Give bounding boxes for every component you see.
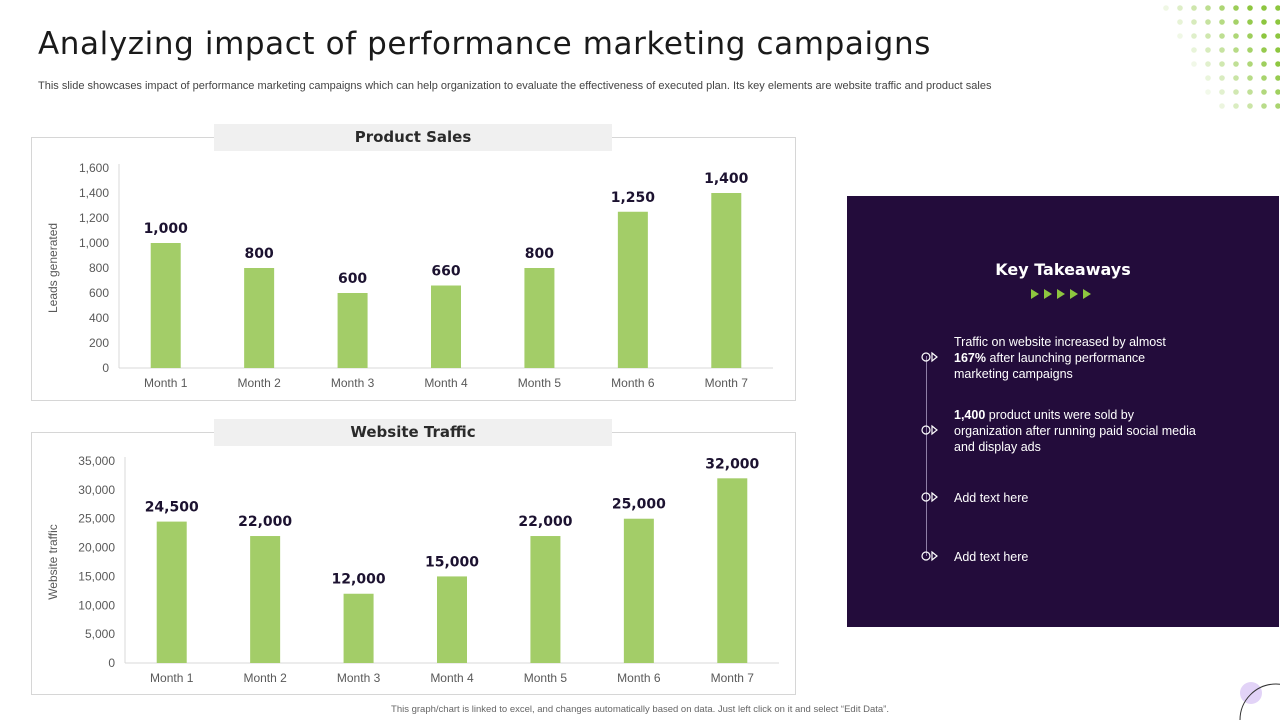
x-tick-label: Month 6 — [611, 376, 655, 390]
y-tick-label: 0 — [102, 361, 109, 375]
x-tick-label: Month 4 — [424, 376, 468, 390]
x-tick-label: Month 4 — [430, 671, 474, 685]
x-tick-label: Month 3 — [337, 671, 381, 685]
chart-title: Website Traffic — [214, 419, 612, 446]
page-subtitle: This slide showcases impact of performan… — [38, 80, 992, 92]
y-tick-label: 15,000 — [78, 569, 115, 583]
bar — [244, 268, 275, 368]
decorative-corner-circles — [1239, 682, 1280, 720]
y-tick-label: 10,000 — [78, 598, 115, 612]
bar — [150, 243, 181, 368]
timeline-marker-icon — [921, 491, 938, 503]
product-sales-plot: 0 200 400 600 800 1,000 1,200 1,400 1,600 Leads g… — [46, 161, 773, 390]
website-traffic-chart[interactable]: Website Traffic 0 5,000 10,000 15,000 20,000… — [31, 419, 796, 695]
chart-title: Product Sales — [214, 124, 612, 151]
x-tick-label: Month 1 — [150, 671, 194, 685]
takeaway-item-2: 1,400 product units were sold by organiz… — [954, 408, 1196, 454]
takeaway-item-3: Add text here — [954, 491, 1029, 505]
y-tick-label: 0 — [108, 656, 115, 670]
data-label: 660 — [431, 264, 460, 280]
y-tick-label: 200 — [89, 336, 109, 350]
data-label: 800 — [525, 246, 554, 262]
y-axis-label: Leads generated — [46, 223, 60, 313]
y-axis-label: Website traffic — [46, 524, 60, 600]
x-tick-label: Month 6 — [617, 671, 661, 685]
bar — [156, 521, 187, 663]
y-tick-label: 35,000 — [78, 454, 115, 468]
takeaway-item-4: Add text here — [954, 550, 1029, 564]
data-label: 22,000 — [238, 514, 292, 530]
y-tick-label: 30,000 — [78, 483, 115, 497]
data-label: 1,000 — [144, 221, 189, 237]
y-tick-label: 400 — [89, 311, 109, 325]
page-title: Analyzing impact of performance marketin… — [38, 26, 931, 62]
bar — [717, 478, 748, 663]
bar — [623, 518, 654, 663]
takeaway-item-1: Traffic on website increased by almost 1… — [954, 335, 1166, 381]
bar — [524, 268, 555, 368]
bar — [617, 211, 648, 368]
website-traffic-plot: 0 5,000 10,000 15,000 20,000 25,000 30,000 35,0… — [46, 454, 779, 685]
bar — [437, 576, 467, 663]
data-label: 25,000 — [612, 497, 666, 513]
bar — [250, 536, 281, 663]
x-tick-label: Month 7 — [705, 376, 749, 390]
timeline-line — [926, 356, 927, 556]
data-label: 800 — [245, 246, 274, 262]
timeline-marker-icon — [921, 351, 938, 363]
x-tick-label: Month 5 — [524, 671, 568, 685]
x-tick-label: Month 5 — [518, 376, 562, 390]
data-label: 22,000 — [518, 514, 572, 530]
product-sales-chart[interactable]: Product Sales 0 200 400 600 800 1,000 1,200 1,4… — [31, 124, 796, 401]
data-label: 1,400 — [704, 171, 749, 187]
x-tick-label: Month 2 — [237, 376, 281, 390]
y-tick-label: 5,000 — [85, 627, 115, 641]
y-tick-label: 1,200 — [79, 211, 109, 225]
key-takeaways-title: Key Takeaways — [995, 260, 1131, 279]
bar — [337, 293, 368, 368]
bar — [343, 593, 374, 663]
x-tick-label: Month 7 — [711, 671, 755, 685]
data-label: 600 — [338, 271, 367, 287]
data-label: 12,000 — [332, 572, 386, 588]
x-tick-label: Month 2 — [243, 671, 287, 685]
y-tick-label: 1,600 — [79, 161, 109, 175]
x-tick-label: Month 3 — [331, 376, 375, 390]
y-tick-label: 600 — [89, 286, 109, 300]
bar — [530, 536, 561, 663]
timeline-marker-icon — [921, 550, 938, 562]
bar — [711, 193, 742, 368]
arrow-row-icon — [1031, 289, 1091, 299]
decorative-dot-pattern — [1163, 5, 1280, 109]
y-tick-label: 800 — [89, 261, 109, 275]
timeline-marker-icon — [921, 424, 938, 436]
data-label: 15,000 — [425, 554, 479, 570]
y-tick-label: 25,000 — [78, 512, 115, 526]
data-label: 32,000 — [705, 456, 759, 472]
x-tick-label: Month 1 — [144, 376, 188, 390]
data-label: 24,500 — [145, 500, 199, 516]
data-label: 1,250 — [611, 190, 656, 206]
y-tick-label: 1,000 — [79, 236, 109, 250]
footer-note: This graph/chart is linked to excel, and… — [391, 704, 889, 715]
y-tick-label: 1,400 — [79, 186, 109, 200]
key-takeaways-panel: Key Takeaways Traffic on website increas… — [847, 196, 1279, 627]
y-tick-label: 20,000 — [78, 541, 115, 555]
bar — [431, 285, 461, 368]
